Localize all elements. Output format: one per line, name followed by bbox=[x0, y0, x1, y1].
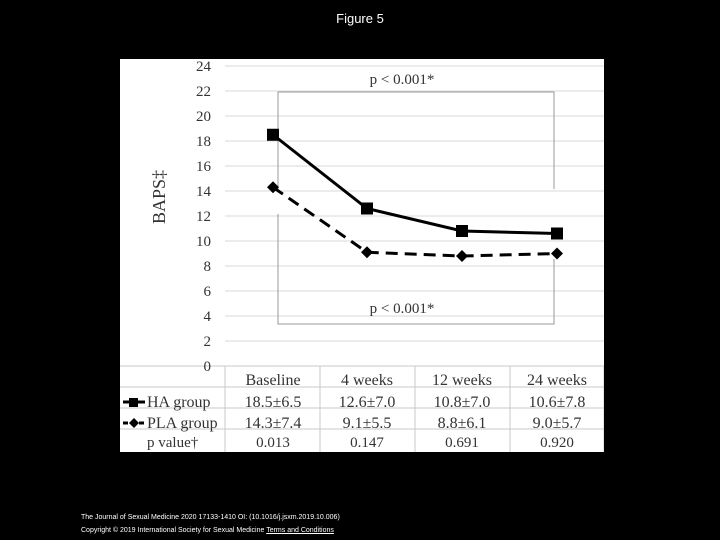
pvalue-cell: 0.920 bbox=[540, 435, 574, 451]
data-point-square bbox=[456, 225, 468, 237]
table-cell: 9.1±5.5 bbox=[343, 415, 392, 432]
citation-text: The Journal of Sexual Medicine 2020 1713… bbox=[81, 514, 340, 521]
y-tick-label: 4 bbox=[204, 309, 212, 325]
y-tick-label: 20 bbox=[196, 109, 211, 125]
y-tick-label: 6 bbox=[204, 284, 212, 300]
chart-panel: Baseline 4 weeks 12 weeks 24 weeks HA group 1… bbox=[120, 59, 605, 452]
series-line bbox=[272, 186, 558, 258]
y-tick-label: 14 bbox=[196, 184, 212, 200]
data-point-square bbox=[551, 227, 563, 240]
x-category-label: 12 weeks bbox=[432, 372, 492, 389]
y-tick-label: 2 bbox=[204, 334, 212, 350]
table-cell: 10.8±7.0 bbox=[434, 394, 491, 411]
x-category-label: 4 weeks bbox=[341, 372, 393, 389]
pvalue-cell: 0.691 bbox=[445, 435, 479, 451]
y-tick-label: 18 bbox=[196, 134, 211, 150]
y-tick-label: 8 bbox=[204, 259, 212, 275]
series-line bbox=[272, 133, 558, 235]
table-cell: 10.6±7.8 bbox=[529, 394, 586, 411]
y-tick-label: 0 bbox=[204, 359, 212, 375]
pvalue-cell: 0.147 bbox=[350, 435, 384, 451]
pvalue-cell: 0.013 bbox=[256, 435, 290, 451]
data-point-diamond bbox=[361, 246, 373, 259]
y-tick-label: 12 bbox=[196, 209, 211, 225]
legend-series-label: HA group bbox=[147, 394, 211, 411]
bracket-bottom bbox=[277, 214, 555, 325]
copyright-text: Copyright © 2019 International Society f… bbox=[81, 527, 265, 534]
y-tick-label: 16 bbox=[196, 159, 212, 175]
data-point-square bbox=[267, 128, 279, 141]
legend-diamond-marker bbox=[129, 418, 139, 428]
copyright-line: Copyright © 2019 International Society f… bbox=[81, 527, 334, 534]
y-tick-label: 10 bbox=[196, 234, 211, 250]
table-cell: 12.6±7.0 bbox=[339, 394, 396, 411]
data-point-square bbox=[361, 202, 373, 215]
y-tick-label: 24 bbox=[196, 59, 212, 75]
y-axis-label: BAPS‡ bbox=[149, 170, 169, 224]
legend-square-marker bbox=[129, 398, 138, 407]
x-category-label: 24 weeks bbox=[527, 372, 587, 389]
table-cell: 18.5±6.5 bbox=[245, 394, 302, 411]
x-category-label: Baseline bbox=[245, 372, 300, 389]
data-point-diamond bbox=[456, 250, 468, 262]
legend-series-label: PLA group bbox=[147, 415, 218, 432]
data-point-diamond bbox=[551, 247, 563, 260]
table-cell: 9.0±5.7 bbox=[533, 415, 582, 432]
y-tick-label: 22 bbox=[196, 84, 211, 100]
data-point-diamond bbox=[267, 181, 279, 194]
pvalue-row-label: p value† bbox=[147, 435, 199, 451]
baps-line-chart: Baseline 4 weeks 12 weeks 24 weeks HA group 1… bbox=[120, 59, 605, 452]
terms-link[interactable]: Terms and Conditions bbox=[266, 527, 334, 534]
annotation-top-pvalue: p < 0.001* bbox=[370, 72, 435, 88]
annotation-bottom-pvalue: p < 0.001* bbox=[370, 301, 435, 317]
table-cell: 14.3±7.4 bbox=[245, 415, 302, 432]
table-cell: 8.8±6.1 bbox=[438, 415, 487, 432]
figure-title: Figure 5 bbox=[336, 11, 384, 26]
